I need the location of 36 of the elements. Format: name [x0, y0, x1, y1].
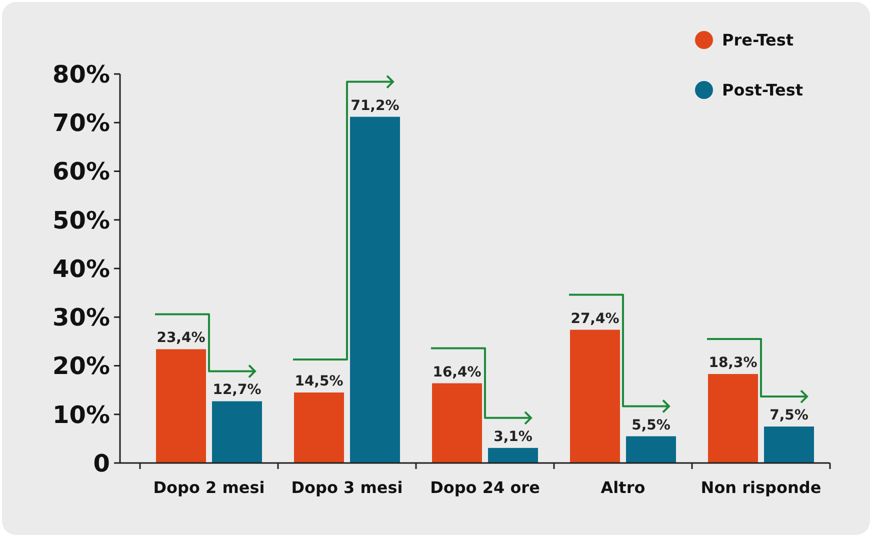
legend-label: Post-Test [722, 80, 804, 100]
y-tick-label: 10% [52, 400, 110, 429]
data-label: 23,4% [156, 330, 206, 346]
data-label: 16,4% [432, 364, 482, 380]
bar [488, 448, 538, 463]
legend-label: Pre-Test [722, 30, 794, 50]
data-label: 71,2% [350, 98, 400, 114]
bar [570, 330, 620, 463]
x-tick-label: Non risponde [700, 478, 822, 497]
x-tick-label: Dopo 24 ore [430, 478, 540, 497]
y-tick-label: 0 [93, 449, 110, 478]
x-tick-label: Dopo 2 mesi [153, 478, 265, 497]
bar [156, 349, 206, 463]
data-label: 18,3% [708, 355, 758, 372]
x-tick-label: Altro [600, 478, 646, 497]
bar [350, 116, 400, 463]
y-tick-label: 40% [52, 254, 110, 283]
data-label: 14,5% [294, 373, 344, 390]
y-tick-label: 70% [52, 109, 110, 138]
y-tick-label: 60% [52, 158, 110, 186]
data-label: 12,7% [212, 382, 262, 398]
bar [764, 426, 814, 463]
y-tick-label: 50% [52, 206, 110, 234]
y-tick-label: 30% [52, 304, 110, 332]
data-label: 7,5% [770, 408, 808, 424]
data-label: 27,4% [570, 310, 620, 327]
x-tick-label: Dopo 3 mesi [291, 478, 403, 497]
bar [626, 436, 676, 463]
bar [212, 401, 262, 463]
y-tick-label: 20% [52, 352, 110, 380]
data-label: 3,1% [494, 428, 532, 445]
bar [708, 374, 758, 463]
bar [294, 392, 344, 463]
bar [432, 383, 482, 463]
data-label: 5,5% [632, 417, 670, 434]
y-tick-label: 80% [52, 60, 110, 88]
